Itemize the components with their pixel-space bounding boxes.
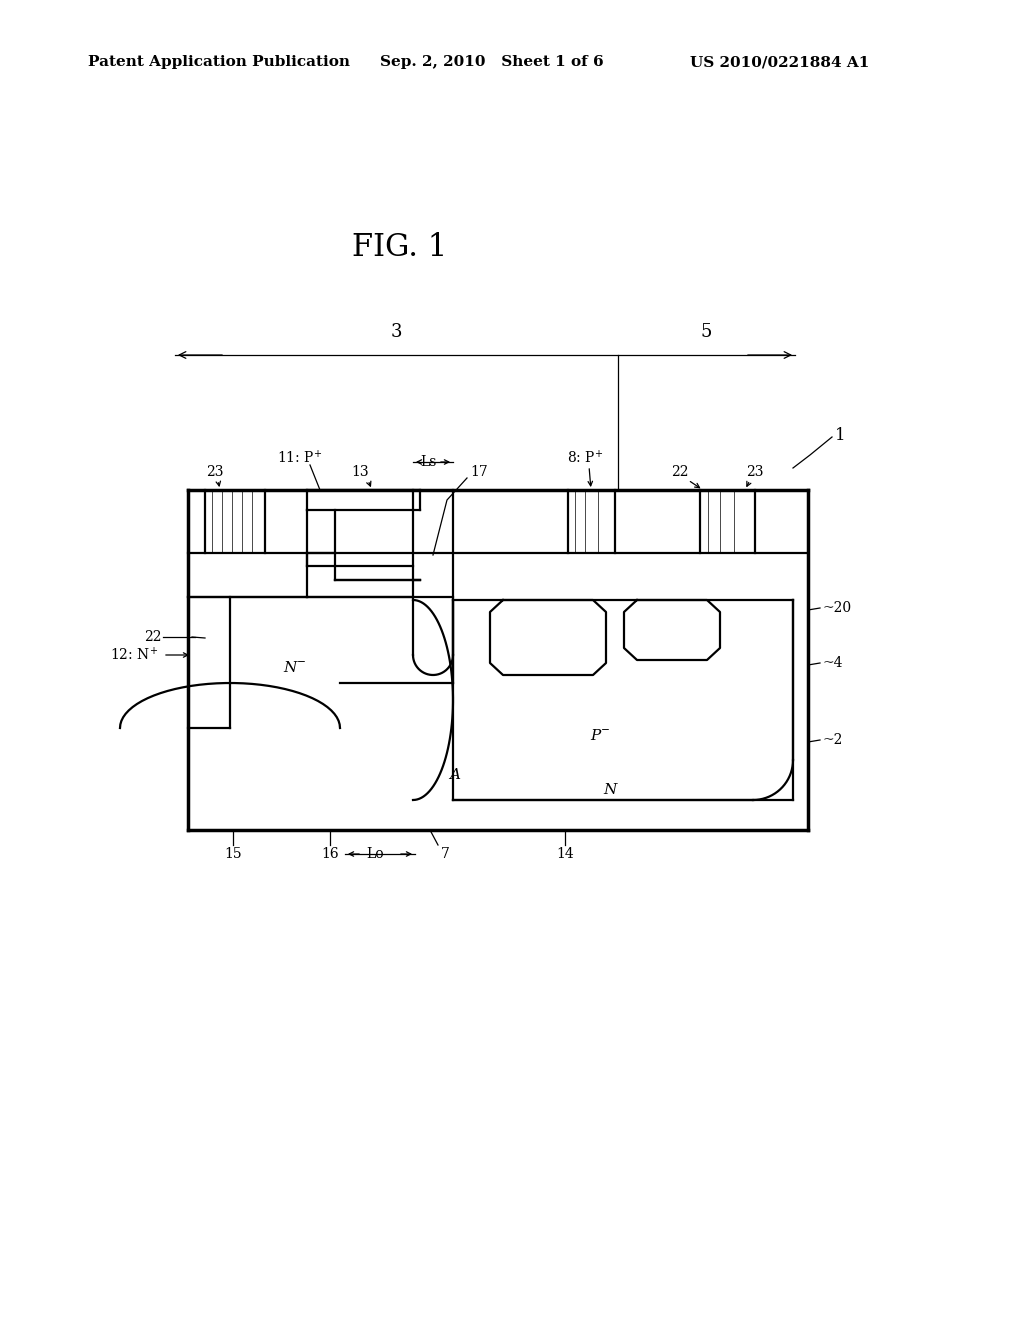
Text: Sep. 2, 2010   Sheet 1 of 6: Sep. 2, 2010 Sheet 1 of 6 [380, 55, 603, 69]
Text: Lo: Lo [367, 847, 384, 861]
Text: 22: 22 [144, 630, 162, 644]
Text: ~2: ~2 [823, 733, 844, 747]
Text: 17: 17 [470, 465, 487, 479]
Text: Ls: Ls [420, 455, 436, 469]
Text: 15: 15 [224, 847, 242, 861]
Text: 16: 16 [322, 847, 339, 861]
Text: 11: P$^{+}$: 11: P$^{+}$ [278, 449, 323, 467]
Text: ~20: ~20 [823, 601, 852, 615]
Text: N$^{-}$: N$^{-}$ [284, 660, 307, 676]
Text: N: N [603, 783, 616, 797]
Text: 14: 14 [556, 847, 573, 861]
Text: 5: 5 [700, 323, 712, 341]
Text: Patent Application Publication: Patent Application Publication [88, 55, 350, 69]
Text: 22: 22 [672, 465, 689, 479]
Text: ~4: ~4 [823, 656, 844, 671]
Text: 3: 3 [391, 323, 402, 341]
Text: A: A [450, 768, 461, 781]
Text: P$^{-}$: P$^{-}$ [590, 727, 610, 742]
Text: 13: 13 [351, 465, 369, 479]
Text: US 2010/0221884 A1: US 2010/0221884 A1 [690, 55, 869, 69]
Text: 12: N$^{+}$: 12: N$^{+}$ [110, 647, 158, 664]
Text: FIG. 1: FIG. 1 [352, 232, 447, 264]
Text: 8: P$^{+}$: 8: P$^{+}$ [567, 449, 603, 467]
Text: 1: 1 [835, 426, 846, 444]
Text: 23: 23 [746, 465, 764, 479]
Text: 7: 7 [440, 847, 450, 861]
Text: 23: 23 [206, 465, 224, 479]
